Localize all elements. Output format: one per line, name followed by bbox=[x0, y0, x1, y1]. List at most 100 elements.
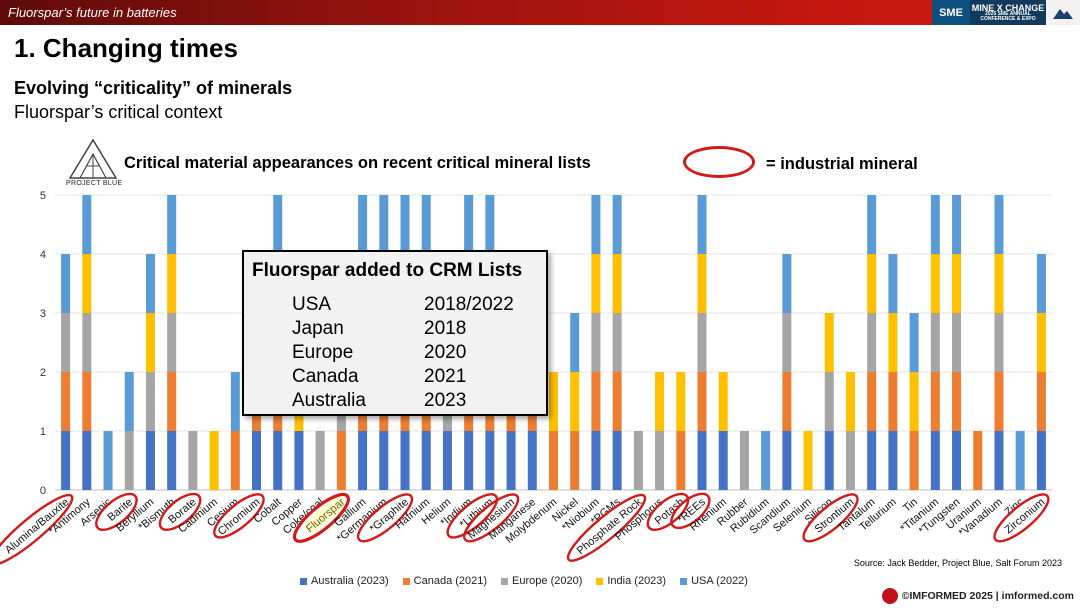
bar-segment bbox=[994, 195, 1004, 254]
bar-segment bbox=[930, 195, 940, 254]
slide-subheading-2: Fluorspar’s critical context bbox=[14, 102, 223, 122]
bar-segment bbox=[167, 254, 177, 313]
y-tick-label: 4 bbox=[40, 249, 46, 261]
presentation-title: Fluorspar’s future in batteries bbox=[8, 5, 177, 20]
bar-segment bbox=[549, 431, 558, 490]
bar-segment bbox=[379, 195, 389, 254]
bar-segment bbox=[994, 313, 1004, 372]
bar-segment bbox=[188, 431, 198, 490]
bar-segment bbox=[994, 431, 1004, 490]
bar-segment bbox=[1036, 431, 1046, 490]
bar-segment bbox=[1036, 372, 1046, 431]
bar-segment bbox=[909, 431, 919, 490]
bar-segment bbox=[273, 431, 283, 490]
slide-heading: 1. Changing times bbox=[14, 33, 238, 63]
industrial-mineral-ring bbox=[158, 492, 202, 532]
info-year-australia: 2023 bbox=[424, 390, 467, 411]
info-country-canada: Canada bbox=[292, 366, 359, 387]
bar-segment bbox=[973, 431, 983, 490]
chart-legend: Australia (2023) Canada (2021) Europe (2… bbox=[300, 575, 748, 587]
bar-segment bbox=[294, 431, 304, 490]
bar-segment bbox=[167, 313, 177, 372]
mountain-logo-icon bbox=[1046, 0, 1080, 25]
bar-segment bbox=[824, 313, 834, 372]
imformed-logo-icon bbox=[881, 588, 898, 604]
legend-swatch bbox=[300, 577, 307, 585]
bar-segment bbox=[845, 431, 855, 490]
sme-logo: SME bbox=[932, 0, 970, 25]
bar-segment bbox=[952, 254, 962, 313]
minexchange-logo: MINE X CHANGE 2025 SME ANNUAL CONFERENCE… bbox=[970, 0, 1046, 25]
bar-segment bbox=[61, 254, 71, 313]
industrial-mineral-ring bbox=[292, 492, 350, 543]
industrial-mineral-ring bbox=[566, 493, 647, 562]
bar-segment bbox=[421, 195, 431, 254]
bar-segment bbox=[930, 254, 940, 313]
bar-segment bbox=[952, 372, 962, 431]
bar-segment bbox=[167, 372, 177, 431]
bar-segment bbox=[442, 431, 452, 490]
bar-segment bbox=[867, 195, 877, 254]
bar-segment bbox=[82, 195, 92, 254]
bar-segment bbox=[655, 372, 665, 431]
bar-segment bbox=[336, 431, 346, 490]
footer-text: ©IMFORMED 2025 | imformed.com bbox=[901, 590, 1074, 602]
bar-segment bbox=[527, 431, 537, 490]
bar-segment bbox=[315, 431, 325, 490]
bar-segment bbox=[145, 431, 155, 490]
bar-segment bbox=[782, 431, 792, 490]
bar-segment bbox=[485, 431, 495, 490]
bar-segment bbox=[591, 372, 601, 431]
bar-segment bbox=[82, 431, 92, 490]
bar-segment bbox=[888, 313, 898, 372]
industrial-mineral-ring bbox=[0, 493, 74, 566]
info-box-title: Fluorspar added to CRM Lists bbox=[252, 260, 523, 281]
bar-segment bbox=[697, 372, 707, 431]
y-tick-label: 0 bbox=[40, 485, 46, 497]
bar-segment bbox=[591, 313, 601, 372]
bar-segment bbox=[633, 431, 643, 490]
bar-segment bbox=[400, 431, 410, 490]
bar-segment bbox=[952, 313, 962, 372]
bar-segment bbox=[273, 195, 283, 254]
bar-segment bbox=[1036, 254, 1046, 313]
top-banner: Fluorspar’s future in batteries SME MINE… bbox=[0, 0, 1080, 25]
bar-segment bbox=[930, 372, 940, 431]
bar-segment bbox=[909, 372, 919, 431]
bar-segment bbox=[612, 372, 622, 431]
bar-segment bbox=[845, 372, 855, 431]
legend-item: Europe (2020) bbox=[501, 575, 582, 587]
bar-segment bbox=[145, 372, 155, 431]
industrial-mineral-ring bbox=[356, 493, 414, 543]
bar-segment bbox=[824, 431, 834, 490]
legend-swatch bbox=[501, 577, 509, 585]
bar-segment bbox=[867, 313, 877, 372]
bar-segment bbox=[1015, 431, 1025, 490]
bar-segment bbox=[464, 431, 474, 490]
bar-segment bbox=[167, 431, 177, 490]
fluorspar-info-box: Fluorspar added to CRM Lists USA 2018/20… bbox=[242, 250, 548, 416]
bar-segment bbox=[230, 431, 240, 490]
info-country-europe: Europe bbox=[292, 342, 354, 363]
bar-segment bbox=[867, 372, 877, 431]
info-year-canada: 2021 bbox=[424, 366, 467, 387]
y-tick-label: 5 bbox=[40, 190, 46, 202]
project-blue-label: PROJECT BLUE bbox=[66, 180, 123, 187]
bar-segment bbox=[82, 254, 92, 313]
bar-segment bbox=[485, 195, 495, 254]
bar-segment bbox=[888, 254, 898, 313]
info-year-europe: 2020 bbox=[424, 342, 467, 363]
legend-swatch bbox=[680, 577, 688, 585]
bar-segment bbox=[591, 254, 601, 313]
bar-segment bbox=[570, 372, 580, 431]
industrial-mineral-ring bbox=[213, 493, 265, 539]
industrial-mineral-ring bbox=[95, 492, 138, 532]
bar-segment bbox=[506, 431, 516, 490]
project-blue-logo-icon bbox=[68, 138, 118, 179]
bar-segment bbox=[612, 431, 622, 490]
legend-swatch bbox=[402, 577, 410, 585]
bar-segment bbox=[612, 313, 622, 372]
industrial-mineral-ring-key bbox=[683, 146, 755, 178]
industrial-mineral-ring bbox=[646, 492, 690, 532]
bar-segment bbox=[697, 254, 707, 313]
